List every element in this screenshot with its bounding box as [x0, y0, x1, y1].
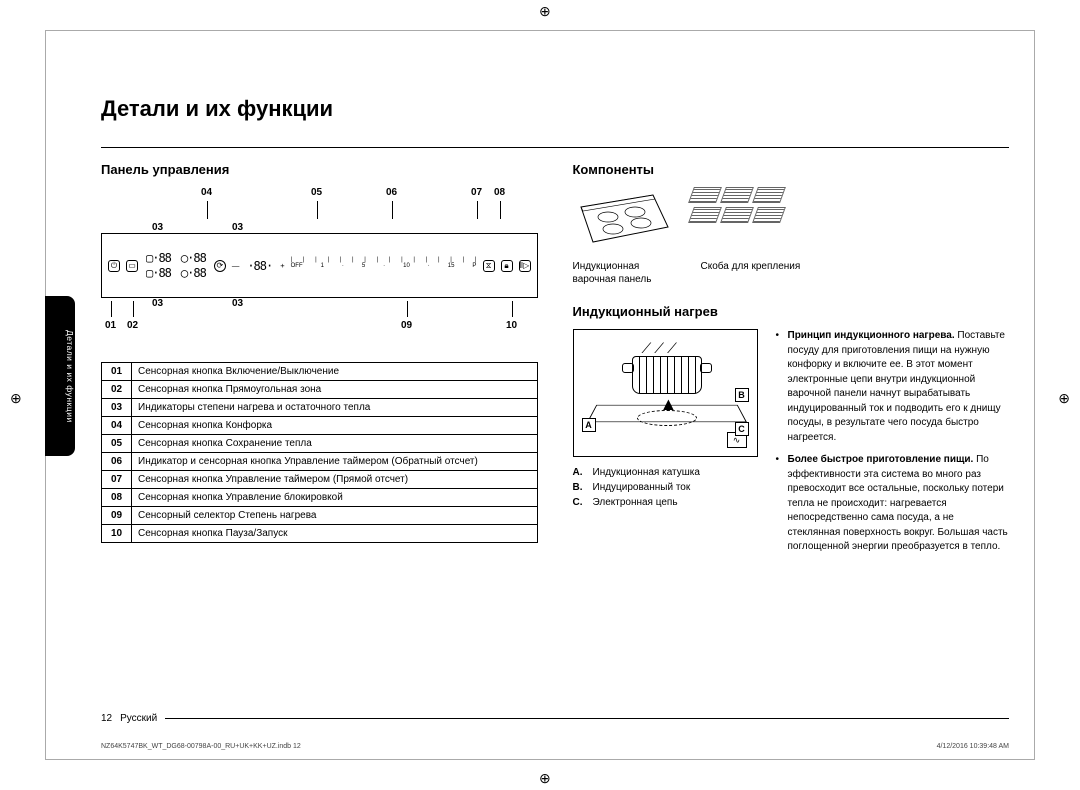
- callout-07: 07: [471, 187, 482, 198]
- induction-diagram: ⟋⟋⟋ ▲ ∿ A B C: [573, 329, 758, 457]
- power-icon: ⏻: [108, 260, 120, 272]
- pause-play-icon: ‖▷: [519, 260, 531, 272]
- slider-1: 1: [321, 263, 324, 269]
- callout-06: 06: [386, 187, 397, 198]
- component-labels: Индукционная варочная панель Скоба для к…: [573, 261, 1010, 286]
- crop-mark-top: ⊕: [539, 3, 551, 20]
- side-tab: Детали и их функции: [45, 296, 75, 456]
- components-row: [573, 187, 1010, 247]
- table-row: 01Сенсорная кнопка Включение/Выключение: [102, 363, 538, 381]
- callout-09: 09: [401, 320, 412, 331]
- callout-02: 02: [127, 320, 138, 331]
- print-meta: NZ64K5747BK_WT_DG68-00798A-00_RU+UK+KK+U…: [101, 743, 1009, 750]
- minus-icon: —: [232, 261, 240, 270]
- callout-04: 04: [201, 187, 212, 198]
- table-row: 06Индикатор и сенсорная кнопка Управлени…: [102, 453, 538, 471]
- hob-illustration: [573, 187, 673, 247]
- induction-block: ⟋⟋⟋ ▲ ∿ A B C: [573, 329, 758, 510]
- slider-off: OFF: [291, 263, 303, 269]
- table-row: 03Индикаторы степени нагрева и остаточно…: [102, 399, 538, 417]
- legend-table: 01Сенсорная кнопка Включение/Выключение …: [101, 362, 538, 543]
- keep-warm-icon: ⟳: [214, 260, 226, 272]
- timer-display: ·88·: [245, 259, 274, 273]
- slider-p: P: [472, 263, 476, 269]
- display-2: ▢·88: [144, 266, 173, 280]
- flex-zone-icon: ▭: [126, 260, 138, 272]
- callout-01: 01: [105, 320, 116, 331]
- page-frame: Детали и их функции Детали и их функции …: [45, 30, 1035, 760]
- left-column: Панель управления 04 05 06 07 08 03 03 0…: [101, 162, 538, 563]
- heat-waves-icon: ⟋⟋⟋: [642, 340, 680, 357]
- callout-08: 08: [494, 187, 505, 198]
- meta-stamp: 4/12/2016 10:39:48 AM: [937, 743, 1009, 750]
- bullet-1: Принцип индукционного нагрева. Поставьте…: [776, 329, 1010, 445]
- table-row: 10Сенсорная кнопка Пауза/Запуск: [102, 525, 538, 543]
- slider-5: 5: [362, 263, 365, 269]
- callout-03b: 03: [232, 222, 243, 233]
- crop-mark-bottom: ⊕: [539, 770, 551, 787]
- stopwatch-icon: ⧖: [483, 260, 495, 272]
- abc-legend: A.Индукционная катушка B.Индуцированный …: [573, 465, 758, 510]
- page-lang: Русский: [120, 713, 157, 724]
- induction-heading: Индукционный нагрев: [573, 304, 1010, 319]
- hob-label: Индукционная варочная панель: [573, 261, 683, 286]
- callout-10: 10: [506, 320, 517, 331]
- table-row: 09Сенсорный селектор Степень нагрева: [102, 507, 538, 525]
- crop-mark-right: ⊕: [1058, 390, 1070, 407]
- callouts-bottom: 01 02 09 10: [101, 306, 538, 322]
- content-area: Детали и их функции Детали и их функции …: [101, 96, 1009, 724]
- induction-text: Принцип индукционного нагрева. Поставьте…: [776, 329, 1010, 563]
- label-b: B: [735, 388, 749, 402]
- label-a: A: [582, 418, 596, 432]
- table-row: 05Сенсорная кнопка Сохранение тепла: [102, 435, 538, 453]
- legend-body: 01Сенсорная кнопка Включение/Выключение …: [102, 363, 538, 543]
- right-column: Компоненты: [573, 162, 1010, 563]
- page-footer: 12 Русский: [101, 713, 1009, 724]
- control-panel-heading: Панель управления: [101, 162, 538, 177]
- page-title: Детали и их функции: [101, 96, 1009, 122]
- components-heading: Компоненты: [573, 162, 1010, 177]
- plus-icon: +: [280, 261, 284, 270]
- display-1: ▢·88: [144, 251, 173, 265]
- table-row: 04Сенсорная кнопка Конфорка: [102, 417, 538, 435]
- brackets-illustration: [691, 187, 801, 223]
- bracket-label: Скоба для крепления: [701, 261, 801, 286]
- control-panel-diagram: 03 03 03 03 ⏻ ▭ ▢·88 ▢·88 ◯·88 ◯·88 ⟳: [101, 233, 538, 298]
- callout-05: 05: [311, 187, 322, 198]
- pot-icon: [632, 356, 702, 394]
- lock-icon: 🔒︎: [501, 260, 513, 272]
- callout-03a: 03: [152, 222, 163, 233]
- meta-file: NZ64K5747BK_WT_DG68-00798A-00_RU+UK+KK+U…: [101, 743, 301, 750]
- arrow-up-icon: ▲: [660, 394, 678, 415]
- page-number: 12: [101, 713, 112, 724]
- heat-slider: OFF 1 · 5 · 10 · 15 P: [291, 257, 477, 275]
- label-c: C: [735, 422, 749, 436]
- table-row: 08Сенсорная кнопка Управление блокировко…: [102, 489, 538, 507]
- table-row: 02Сенсорная кнопка Прямоугольная зона: [102, 381, 538, 399]
- bullet-2: Более быстрое приготовление пищи. По эфф…: [776, 453, 1010, 555]
- display-4: ◯·88: [179, 266, 208, 280]
- crop-mark-left: ⊕: [10, 390, 22, 407]
- slider-15: 15: [448, 263, 455, 269]
- title-rule: [101, 147, 1009, 148]
- display-3: ◯·88: [179, 251, 208, 265]
- table-row: 07Сенсорная кнопка Управление таймером (…: [102, 471, 538, 489]
- callouts-top: 04 05 06 07 08: [101, 187, 538, 203]
- slider-10: 10: [403, 263, 410, 269]
